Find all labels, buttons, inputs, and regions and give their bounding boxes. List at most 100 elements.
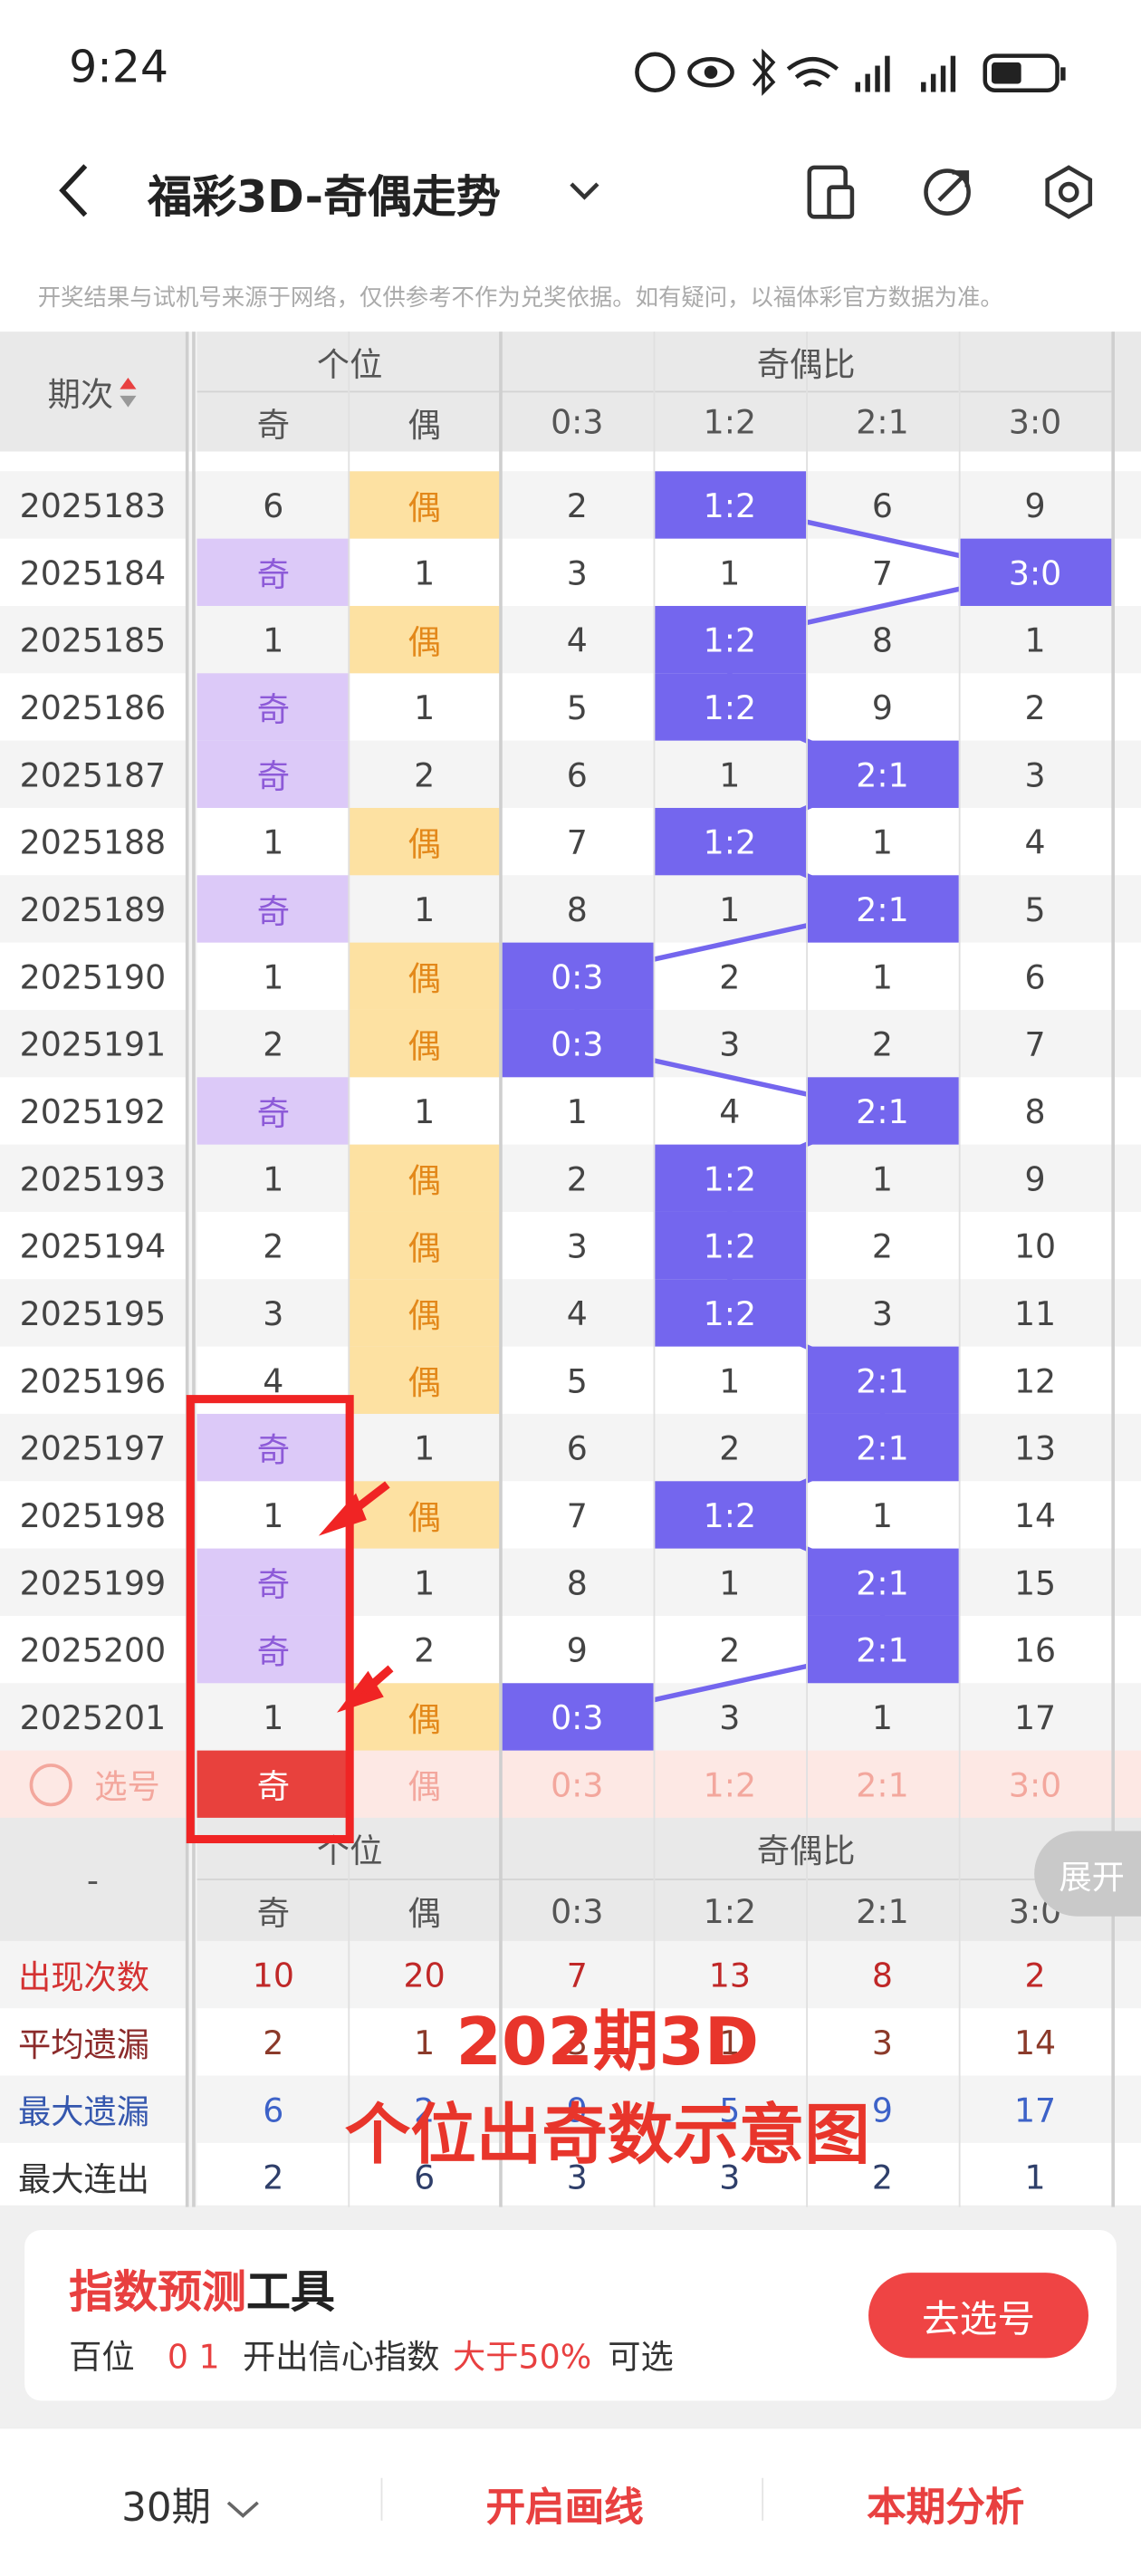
- period-header-text: 期次: [47, 374, 114, 414]
- draw-lines-button[interactable]: 开启画线: [485, 2484, 644, 2531]
- highlight-cell: 1:2: [653, 1211, 807, 1280]
- stats-column-header: 1:2: [653, 1879, 807, 1941]
- period-cell: 2025185: [0, 605, 186, 674]
- row-tail: [1111, 1279, 1141, 1347]
- table-cell: 7: [500, 807, 654, 876]
- header-filler: [1111, 332, 1141, 452]
- column-divider: [653, 332, 656, 2207]
- table-cell: 4: [958, 807, 1112, 876]
- table-cell: 2: [500, 471, 654, 539]
- table-cell: 8: [958, 1077, 1112, 1145]
- table-cell: 10: [958, 1211, 1112, 1280]
- stats-value: 13: [653, 1940, 807, 2009]
- select-cell[interactable]: 偶: [348, 1750, 501, 1818]
- stats-value: 1: [348, 2008, 501, 2076]
- row-tail: [1111, 1144, 1141, 1212]
- period-count: 30期: [121, 2484, 212, 2531]
- stats-value: 2: [958, 1940, 1112, 2009]
- table-cell: 2: [500, 1144, 654, 1212]
- table-cell: 7: [958, 1009, 1112, 1078]
- table-cell: 1: [197, 605, 350, 674]
- period-cell: 2025195: [0, 1279, 186, 1347]
- table-cell: 1: [348, 1548, 501, 1616]
- column-header: 奇: [197, 390, 350, 452]
- row-tail: [1111, 538, 1141, 606]
- period-cell: 2025194: [0, 1211, 186, 1280]
- highlight-cell: 奇: [197, 740, 350, 808]
- table-cell: 1: [806, 942, 959, 1010]
- highlight-cell: 奇: [197, 673, 350, 741]
- expand-button[interactable]: 展开: [1034, 1831, 1141, 1917]
- stats-value: 3: [500, 2142, 654, 2211]
- table-cell: 1: [958, 605, 1112, 674]
- highlight-cell: 偶: [348, 605, 501, 674]
- row-tail: [1111, 1413, 1141, 1482]
- table-cell: 6: [500, 1413, 654, 1482]
- select-cell[interactable]: 0:3: [500, 1750, 654, 1818]
- select-label-text: 选号: [94, 1766, 160, 1807]
- divider: [762, 2477, 764, 2521]
- row-tail: [1111, 1009, 1141, 1078]
- table-cell: 6: [500, 740, 654, 808]
- back-button[interactable]: [49, 161, 98, 220]
- highlight-cell: 2:1: [806, 1413, 959, 1482]
- select-cell[interactable]: 奇: [197, 1750, 350, 1818]
- tool-suffix: 可选: [608, 2336, 674, 2377]
- period-cell: 2025197: [0, 1413, 186, 1482]
- table-cell: 1: [806, 1683, 959, 1751]
- table-cell: 13: [958, 1413, 1112, 1482]
- stats-column-header: 奇: [197, 1879, 350, 1941]
- stats-label: 平均遗漏: [0, 2008, 186, 2076]
- row-tail: [1111, 1077, 1141, 1145]
- period-cell: 2025184: [0, 538, 186, 606]
- row-tail: [1111, 875, 1141, 943]
- highlight-cell: 1:2: [653, 1144, 807, 1212]
- title-dropdown[interactable]: [566, 174, 602, 207]
- tool-card: 指数预测工具 百位 0 1 开出信心指数 大于50% 可选 去选号: [24, 2229, 1117, 2401]
- tool-confidence: 开出信心指数: [242, 2336, 440, 2377]
- header-icons[interactable]: [801, 161, 1097, 227]
- sort-icon[interactable]: [119, 373, 139, 409]
- stats-value: 3: [500, 2008, 654, 2076]
- row-tail: [1111, 1683, 1141, 1751]
- row-tail: [1111, 1940, 1141, 2009]
- table-cell: 2: [653, 942, 807, 1010]
- stats-value: 3: [806, 2008, 959, 2076]
- table-cell: 3: [653, 1683, 807, 1751]
- go-select-button[interactable]: 去选号: [868, 2273, 1088, 2359]
- select-cell[interactable]: 1:2: [653, 1750, 807, 1818]
- table-cell: 1: [348, 1413, 501, 1482]
- stats-column-header: 偶: [348, 1879, 501, 1941]
- select-label[interactable]: 选号: [0, 1750, 186, 1818]
- status-time: 9:24: [69, 43, 169, 94]
- tool-title-highlight: 指数预测: [69, 2267, 246, 2319]
- table-cell: 1: [197, 1144, 350, 1212]
- table-cell: 1: [197, 1683, 350, 1751]
- column-divider: [806, 332, 808, 2207]
- period-arrow: [225, 2501, 259, 2518]
- table-cell: 9: [500, 1615, 654, 1684]
- table-cell: 6: [197, 471, 350, 539]
- stats-value: 20: [348, 1940, 501, 2009]
- table-cell: 1: [653, 1346, 807, 1414]
- table-cell: 2: [348, 740, 501, 808]
- table-cell: 3: [653, 1009, 807, 1078]
- stats-value: 10: [197, 1940, 350, 2009]
- tool-digits: 0 1: [167, 2336, 220, 2377]
- table-cell: 2: [653, 1413, 807, 1482]
- row-tail: [1111, 2142, 1141, 2211]
- period-selector[interactable]: 30期: [121, 2475, 260, 2532]
- row-tail: [1111, 605, 1141, 674]
- period-cell: 2025201: [0, 1683, 186, 1751]
- highlight-cell: 1:2: [653, 673, 807, 741]
- analysis-button[interactable]: 本期分析: [867, 2484, 1025, 2531]
- period-cell: 2025189: [0, 875, 186, 943]
- highlight-cell: 偶: [348, 1144, 501, 1212]
- select-cell[interactable]: 2:1: [806, 1750, 959, 1818]
- trend-table: 期次个位奇偶比奇偶0:31:22:13:020251836偶21:2692025…: [0, 332, 1141, 2211]
- highlight-cell: 偶: [348, 1346, 501, 1414]
- stats-value: 14: [958, 2008, 1112, 2076]
- row-tail: [1111, 740, 1141, 808]
- table-cell: 3: [500, 538, 654, 606]
- select-cell[interactable]: 3:0: [958, 1750, 1112, 1818]
